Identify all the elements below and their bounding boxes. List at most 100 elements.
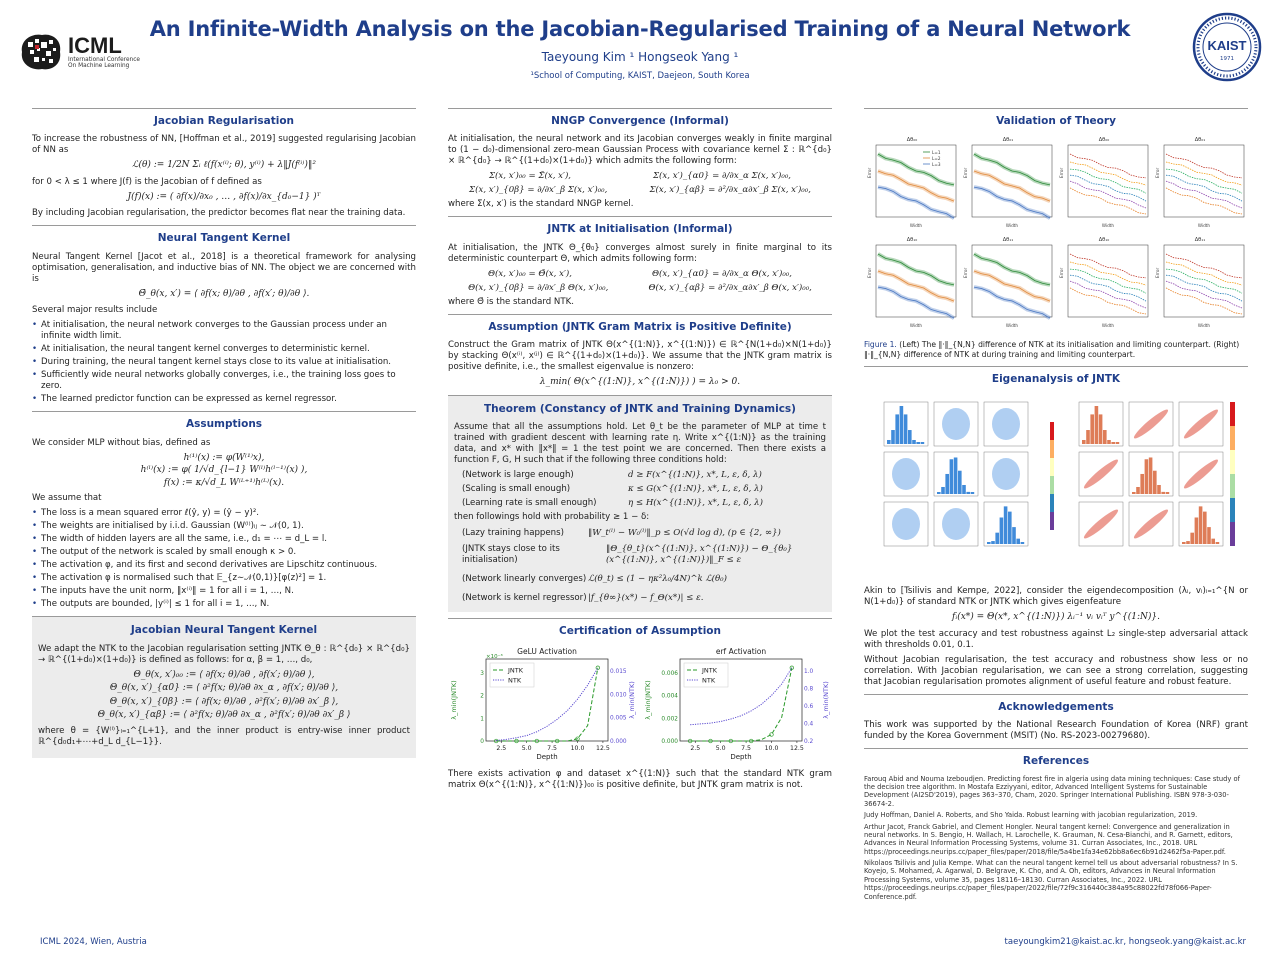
error-line (1069, 175, 1147, 202)
list-item: Sufficiently wide neural networks global… (32, 370, 416, 392)
y-axis-label-right: λ_min(NTK) (822, 681, 830, 719)
x-tick-label: 2.5 (690, 745, 700, 752)
scatter-cloud (942, 408, 970, 441)
histogram-bar (949, 459, 954, 495)
y-tick-label-right: 0.6 (804, 704, 814, 710)
footer-contact: taeyoungkim21@kaist.ac.kr, hongseok.yang… (1004, 937, 1246, 947)
histogram-bar (1194, 517, 1199, 545)
gram-text: Construct the Gram matrix of JNTK Θ(x^{(… (448, 340, 832, 373)
legend-label: JNTK (507, 666, 524, 674)
jntk-init-intro: At initialisation, the JNTK Θ_{θ₀} conve… (448, 242, 832, 264)
x-tick-label: 12.5 (596, 745, 610, 752)
histogram-bar (1090, 414, 1094, 445)
ntk-intro: Neural Tangent Kernel [Jacot et al., 201… (32, 251, 416, 284)
chart-title: GeLU Activation (517, 647, 577, 656)
subplot-ylabel: Error (1155, 268, 1160, 278)
condition-row: (Learning rate is small enough) η ≤ H(x^… (454, 498, 826, 509)
histogram-bar (962, 485, 966, 495)
subplot-frame (1163, 245, 1245, 318)
list-item: The weights are initialised by i.i.d. Ga… (32, 521, 416, 532)
subplot-title: Δθ₁₀ (907, 237, 918, 243)
heading-eigenanalysis: Eigenanalysis of JNTK (991, 372, 1121, 385)
reference-item: Farouq Abid and Nouma Izeboudjen. Predic… (864, 774, 1240, 808)
y-axis-label-left: λ_min(JNTK) (644, 680, 652, 719)
section-nngp: NNGP Convergence (Informal) At initialis… (448, 108, 832, 210)
subplot-ylabel: Error (963, 268, 968, 278)
condition-row: (Network is large enough) d ≥ F(x^{(1:N)… (454, 470, 826, 481)
legend-label: NTK (702, 676, 716, 684)
y-tick-label-right: 0.005 (610, 715, 627, 721)
theorem-intro: Assume that all the assumptions hold. Le… (454, 422, 826, 466)
x-tick-label: 10.0 (571, 745, 585, 752)
list-item: At initialisation, the neural tangent ke… (32, 344, 416, 355)
reference-item: Judy Hoffman, Daniel A. Roberts, and Sho… (864, 811, 1198, 820)
data-point (708, 738, 713, 743)
subplot-frame (875, 145, 957, 218)
colorbar-segment (1230, 498, 1235, 523)
icml-brain-icon (21, 34, 61, 70)
subplot-title: Δθ₀₀ (907, 137, 918, 143)
ntk-results-list: At initialisation, the neural network co… (32, 320, 416, 405)
subplot-title: Δθ₀₁ (1003, 137, 1014, 143)
list-item: The inputs have the unit norm, ‖x⁽ⁱ⁾‖ = … (32, 586, 416, 597)
series-line-jntk (690, 667, 793, 742)
column-left: Jacobian Regularisation To increase the … (32, 108, 416, 758)
colorbar-segment (1230, 402, 1235, 427)
result-math: ℒ(θ_t) ≤ (1 − ηκ²λ₀/4N)^k ℒ(θ₀) (588, 574, 727, 585)
kaist-wordmark: KAIST (1207, 38, 1247, 53)
assume-lead: We assume that (32, 493, 102, 504)
error-line (973, 287, 1051, 319)
section-gram-assumption: Assumption (JNTK Gram Matrix is Positive… (448, 313, 832, 389)
mlp-intro: We consider MLP without bias, defined as (32, 437, 211, 448)
subplot-title: Δθ₁₁ (1195, 237, 1206, 243)
colorbar-segment (1050, 476, 1054, 495)
jntk-eq-a0: Θ_θ(x, x′)_{α0} := ⟨ ∂²f(x; θ)/∂θ ∂x_α ,… (109, 683, 339, 694)
error-line (1165, 275, 1243, 302)
x-tick-label: 2.5 (496, 745, 506, 752)
scatter-cloud (892, 508, 920, 541)
gelu-chart: GeLU Activation 2.5 5.0 7.5 10.0 12.5 Depth 0 1 2… (450, 647, 636, 761)
result-row: (Network is kernel regressor) |f_{θ∞}(x*… (454, 593, 826, 604)
histogram-bar (970, 492, 975, 495)
mlp-eq-3: f(x) := κ/√d_L W⁽ᴸ⁺¹⁾h⁽ᴸ⁾(x). (163, 477, 285, 488)
list-item: The learned predictor function can be ex… (32, 394, 416, 405)
kaist-seal: KAIST 1971 (1192, 12, 1262, 82)
error-line (973, 171, 1051, 202)
histogram-bar (1182, 542, 1186, 545)
ntk-equation: Θ̄_θ(x, x′) = ⟨ ∂f(x; θ)/∂θ , ∂f(x′; θ)/… (138, 288, 310, 299)
heading-jntk: Jacobian Neural Tangent Kernel (130, 624, 318, 637)
section-references: References Farouq Abid and Nouma Izeboud… (864, 748, 1248, 901)
histogram-bar (1144, 459, 1149, 495)
histogram-bar (1012, 527, 1016, 545)
list-item: The outputs are bounded, |y⁽ⁱ⁾| ≤ 1 for … (32, 599, 416, 610)
jntk-init-eq-row-1: Θ(x, x′)₀₀ = Θ̄(x, x′), Θ(x, x′)_{α0} = … (448, 269, 832, 280)
figure-label: Figure 1. (864, 340, 897, 350)
error-line (877, 187, 955, 219)
legend-label: L=3 (932, 162, 941, 167)
kaist-seal-icon (1192, 12, 1262, 82)
subplot-xlabel: Width (910, 323, 923, 328)
histogram-bar (1207, 527, 1211, 545)
y-tick-label-right: 0.015 (610, 669, 627, 675)
poster-title: An Infinite-Width Analysis on the Jacobi… (149, 17, 1131, 41)
y-tick-label-right: 1.0 (804, 669, 814, 675)
error-line (1165, 175, 1243, 202)
subplot-title: Δθ₁₀ (1099, 237, 1110, 243)
error-line (1069, 187, 1147, 215)
mlp-eq-2: h⁽ˡ⁾(x) := φ( 1/√d_{l−1} W⁽ˡ⁾h⁽ˡ⁻¹⁾(x) )… (140, 465, 308, 476)
eigen-text-3: Without Jacobian regularisation, the tes… (864, 654, 1248, 687)
subplot-xlabel: Width (1198, 223, 1211, 228)
subplot-frame (971, 245, 1053, 318)
data-point (595, 665, 600, 670)
result-label: (JNTK stays close to its initialisation) (462, 544, 560, 566)
heading-jntk-init: JNTK at Initialisation (Informal) (547, 223, 733, 236)
jntk-where: where θ = {W⁽ˡ⁾}ₗ₌₁^{L+1}, and the inner… (38, 725, 410, 747)
histogram-bar (1132, 492, 1136, 495)
section-jacobian-regularisation: Jacobian Regularisation To increase the … (32, 108, 416, 219)
y-tick-label-left: 0.004 (661, 693, 678, 699)
condition-label: (Scaling is small enough) (462, 484, 571, 495)
scatter-cloud (1133, 509, 1169, 539)
section-assumptions: Assumptions We consider MLP without bias… (32, 411, 416, 610)
scatter-cloud (992, 458, 1020, 491)
jntk-eq-00: Θ_θ(x, x′)₀₀ := ⟨ ∂f(x; θ)/∂θ , ∂f(x′; θ… (133, 669, 315, 680)
